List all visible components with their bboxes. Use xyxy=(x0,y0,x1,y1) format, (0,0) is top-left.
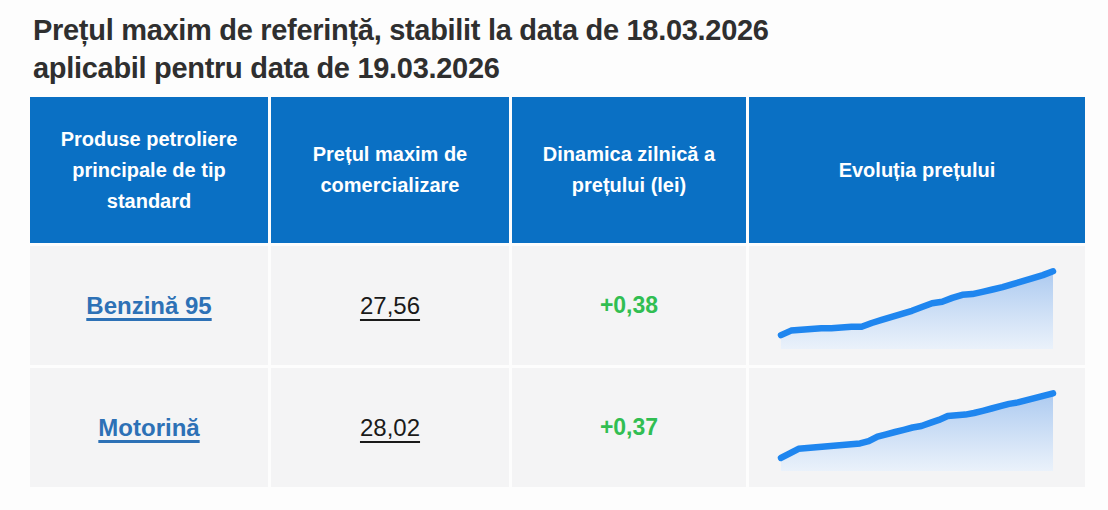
header-daily-dynamic: Dinamica zilnică a prețului (lei) xyxy=(512,97,746,243)
chart-cell xyxy=(749,368,1085,487)
page-title-line1: Prețul maxim de referință, stabilit la d… xyxy=(33,14,769,46)
header-price-evolution: Evoluția prețului xyxy=(749,97,1085,243)
price-cell: 28,02 xyxy=(271,368,509,487)
product-link-benzina95[interactable]: Benzină 95 xyxy=(86,292,211,319)
change-cell: +0,38 xyxy=(512,246,746,365)
price-value-motorina[interactable]: 28,02 xyxy=(360,414,420,441)
change-cell: +0,37 xyxy=(512,368,746,487)
header-max-price: Prețul maxim de comercializare xyxy=(271,97,509,243)
product-cell: Motorină xyxy=(30,368,268,487)
price-cell: 27,56 xyxy=(271,246,509,365)
price-change-benzina95: +0,38 xyxy=(600,292,658,318)
price-change-motorina: +0,37 xyxy=(600,414,658,440)
table-row-motorina: Motorină 28,02 +0,37 xyxy=(30,368,1085,487)
fuel-price-table: Produse petroliere principale de tip sta… xyxy=(27,94,1088,490)
page-title: Prețul maxim de referință, stabilit la d… xyxy=(0,0,1073,95)
price-evolution-sparkline-motorina xyxy=(777,383,1057,473)
header-products: Produse petroliere principale de tip sta… xyxy=(30,97,268,243)
price-evolution-sparkline-benzina95 xyxy=(777,261,1057,351)
table-row-benzina95: Benzină 95 27,56 +0,38 xyxy=(30,246,1085,365)
product-link-motorina[interactable]: Motorină xyxy=(98,414,199,441)
product-cell: Benzină 95 xyxy=(30,246,268,365)
fuel-price-page: Prețul maxim de referință, stabilit la d… xyxy=(0,0,1108,510)
chart-cell xyxy=(749,246,1085,365)
table-header-row: Produse petroliere principale de tip sta… xyxy=(30,97,1085,243)
page-title-line2: aplicabil pentru data de 19.03.2026 xyxy=(33,52,500,84)
price-value-benzina95[interactable]: 27,56 xyxy=(360,292,420,319)
